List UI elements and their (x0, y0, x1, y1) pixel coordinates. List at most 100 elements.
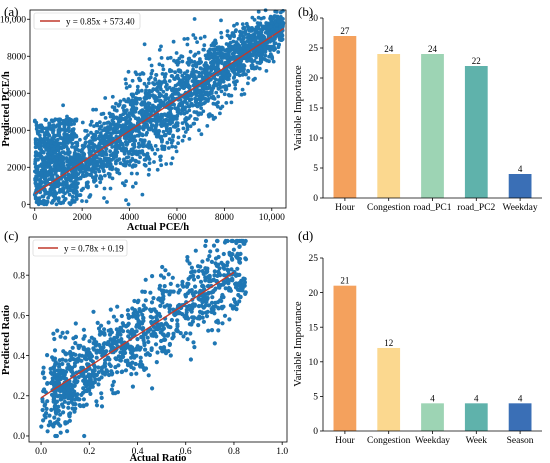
scatter-point (61, 194, 66, 199)
scatter-point (111, 314, 116, 319)
scatter-point (79, 365, 84, 370)
scatter-point (263, 53, 268, 58)
bar-road-pc2 (464, 66, 488, 198)
scatter-point (63, 358, 68, 363)
scatter-point (75, 140, 79, 145)
scatter-point (219, 35, 224, 40)
scatter-point (60, 187, 65, 192)
scatter-point (40, 149, 45, 154)
scatter-point (198, 279, 204, 284)
scatter-point (211, 94, 216, 99)
scatter-point (43, 415, 48, 420)
scatter-point (159, 163, 164, 168)
scatter-point (160, 264, 165, 270)
scatter-point (66, 147, 70, 152)
scatter-point (94, 340, 99, 345)
scatter-point (198, 57, 202, 61)
scatter-point (185, 123, 190, 128)
scatter-point (231, 76, 236, 80)
scatter-point (43, 192, 48, 196)
scatter-point (98, 350, 103, 355)
scatter-point (230, 51, 235, 56)
scatter-point (57, 133, 62, 138)
scatter-point (87, 167, 91, 172)
scatter-point (133, 361, 138, 367)
scatter-point (119, 355, 124, 360)
scatter-point (135, 126, 140, 130)
scatter-point (129, 171, 134, 176)
scatter-point (222, 92, 227, 97)
scatter-point (198, 60, 203, 65)
scatter-point (225, 56, 230, 60)
scatter-point (65, 136, 69, 141)
scatter-point (212, 56, 217, 60)
x-tick-label: Weekday (503, 203, 538, 213)
scatter-point (99, 395, 104, 400)
scatter-point (185, 283, 190, 288)
scatter-point (191, 63, 195, 68)
scatter-point (55, 409, 60, 414)
scatter-point (118, 99, 123, 104)
scatter-point (276, 43, 281, 48)
scatter-point (259, 49, 263, 53)
scatter-point (110, 145, 115, 149)
scatter-point (157, 118, 161, 123)
scatter-point (153, 99, 158, 103)
scatter-point (151, 329, 156, 334)
x-tick-label: Weekday (415, 436, 450, 446)
scatter-point (125, 136, 129, 141)
scatter-point (201, 297, 206, 302)
scatter-point (233, 63, 238, 67)
scatter-point (234, 281, 239, 286)
scatter-point (209, 52, 214, 56)
scatter-point (216, 94, 221, 99)
scatter-point (132, 313, 137, 318)
scatter-point (219, 30, 224, 35)
scatter-point (99, 124, 104, 129)
scatter-point (205, 86, 210, 91)
scatter-point (38, 177, 42, 182)
scatter-point (60, 361, 65, 367)
scatter-point (43, 141, 47, 146)
scatter-point (196, 323, 201, 328)
scatter-point (185, 36, 190, 41)
scatter-point (81, 346, 86, 352)
y-tick-label: 20 (309, 74, 319, 84)
scatter-point (133, 159, 138, 164)
scatter-point (124, 81, 128, 86)
scatter-point (196, 274, 201, 280)
scatter-point (108, 186, 113, 191)
scatter-point (140, 289, 145, 294)
scatter-point (178, 98, 183, 102)
scatter-point (191, 277, 197, 282)
y-tick-label: 0.4 (13, 352, 25, 362)
scatter-point (145, 123, 150, 128)
scatter-point (183, 84, 187, 89)
scatter-point (106, 134, 111, 139)
scatter-point (127, 139, 132, 144)
scatter-point (221, 263, 226, 268)
scatter-point (106, 171, 111, 176)
scatter-point (49, 159, 54, 163)
scatter-point (109, 126, 114, 131)
scatter-point (124, 198, 128, 203)
scatter-point (217, 51, 222, 56)
scatter-point (187, 61, 191, 65)
scatter-point (124, 99, 129, 104)
scatter-point (179, 54, 184, 59)
scatter-point (180, 121, 185, 125)
scatter-point (272, 48, 276, 52)
scatter-point (149, 346, 154, 351)
panel-a-legend: y = 0.85x + 573.40 (33, 12, 141, 30)
scatter-point (203, 238, 209, 244)
scatter-point (194, 64, 199, 69)
scatter-point (94, 403, 100, 408)
scatter-point (242, 49, 247, 54)
x-tick-label: 4000 (120, 213, 139, 223)
scatter-point (33, 118, 37, 123)
scatter-point (235, 266, 240, 271)
scatter-point (133, 109, 138, 114)
scatter-point (147, 81, 151, 85)
scatter-point (84, 357, 89, 362)
scatter-point (231, 247, 236, 252)
